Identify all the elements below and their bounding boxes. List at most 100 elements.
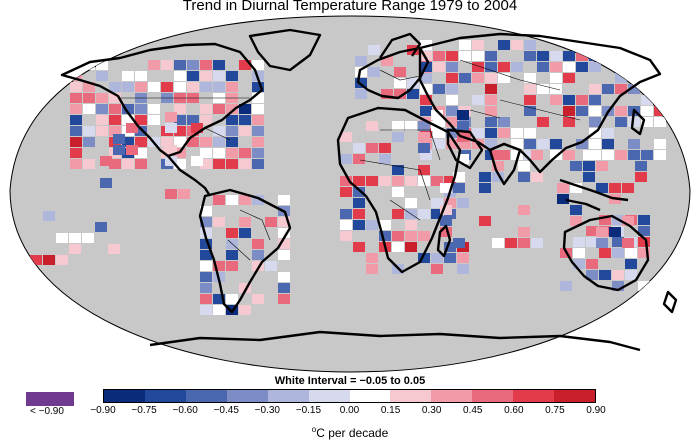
grid-cell (213, 261, 225, 271)
grid-cell (252, 115, 264, 125)
grid-cell (420, 95, 432, 105)
grid-cell (69, 244, 81, 254)
grid-cell (353, 176, 365, 186)
grid-cell (511, 62, 523, 72)
grid-cell (537, 139, 549, 149)
grid-cell (472, 73, 484, 83)
grid-cell (353, 198, 365, 208)
grid-cell (511, 150, 523, 160)
grid-cell (602, 128, 614, 138)
grid-cell (596, 238, 608, 248)
grid-cell (498, 40, 510, 50)
grid-cell (340, 220, 352, 230)
grid-cell (82, 233, 94, 243)
grid-cell (187, 82, 199, 92)
grid-cell (392, 209, 404, 219)
grid-cell (459, 40, 471, 50)
grid-cell (252, 250, 264, 260)
grid-cell (100, 156, 112, 166)
scale-swatch (554, 390, 596, 402)
grid-cell (563, 73, 575, 83)
color-scale-bar (103, 389, 596, 403)
grid-cell (537, 51, 549, 61)
grid-cell (472, 40, 484, 50)
scale-swatch (104, 390, 145, 402)
grid-cell (278, 283, 290, 293)
grid-cell (531, 238, 543, 248)
grid-cell (622, 216, 634, 226)
grid-cell (589, 139, 601, 149)
grid-cell (524, 128, 536, 138)
grid-cell (353, 187, 365, 197)
grid-cell (570, 161, 582, 171)
grid-cell (625, 270, 637, 280)
grid-cell (505, 238, 517, 248)
grid-cell (122, 82, 134, 92)
scale-swatch (472, 390, 514, 402)
grid-cell (472, 128, 484, 138)
grid-cell (213, 148, 225, 158)
grid-cell (122, 71, 134, 81)
grid-cell (355, 56, 367, 66)
grid-cell (420, 150, 432, 160)
grid-cell (589, 84, 601, 94)
grid-cell (226, 250, 238, 260)
grid-cell (583, 172, 595, 182)
grid-cell (570, 183, 582, 193)
grid-cell (405, 176, 417, 186)
grid-cell (265, 261, 277, 271)
grid-cell (654, 150, 666, 160)
grid-cell (418, 176, 430, 186)
grid-cell (602, 51, 614, 61)
grid-cell (550, 95, 562, 105)
grid-cell (524, 106, 536, 116)
grid-cell (187, 115, 199, 125)
grid-cell (148, 82, 160, 92)
grid-cell (599, 248, 611, 258)
grid-cell (165, 189, 177, 199)
grid-cell (654, 117, 666, 127)
grid-cell (122, 115, 134, 125)
grid-cell (96, 71, 108, 81)
grid-cell (498, 117, 510, 127)
grid-cell (444, 176, 456, 186)
grid-cell (654, 106, 666, 116)
grid-cell (135, 148, 147, 158)
grid-cell (252, 93, 264, 103)
grid-cell (518, 205, 530, 215)
grid-cell (440, 216, 452, 226)
scale-tick-label: 0.00 (339, 405, 360, 416)
grid-cell (518, 238, 530, 248)
grid-cell (70, 126, 82, 136)
grid-cell (174, 159, 186, 169)
grid-cell (213, 195, 225, 205)
grid-cell (641, 106, 653, 116)
grid-cell (446, 139, 458, 149)
grid-cell (576, 62, 588, 72)
grid-cell (108, 244, 120, 254)
grid-cell (446, 128, 458, 138)
grid-cell (485, 117, 497, 127)
grid-cell (100, 178, 112, 188)
grid-cell (457, 154, 469, 164)
grid-cell (589, 95, 601, 105)
grid-cell (200, 159, 212, 169)
grid-cell (381, 89, 393, 99)
grid-cell (340, 209, 352, 219)
grid-cell (557, 183, 569, 193)
grid-cell (420, 84, 432, 94)
chart-title: Trend in Diurnal Temperature Range 1979 … (182, 0, 518, 14)
grid-cell (135, 82, 147, 92)
grid-cell (200, 148, 212, 158)
country-borders (120, 59, 581, 261)
grid-cell (70, 93, 82, 103)
grid-cell (135, 159, 147, 169)
grid-cell (524, 95, 536, 105)
grid-cell (560, 281, 572, 291)
grid-cell (353, 209, 365, 219)
grid-cell (459, 51, 471, 61)
grid-cell (615, 84, 627, 94)
grid-cell (628, 62, 640, 72)
grid-cell (200, 137, 212, 147)
grid-cell (394, 89, 406, 99)
